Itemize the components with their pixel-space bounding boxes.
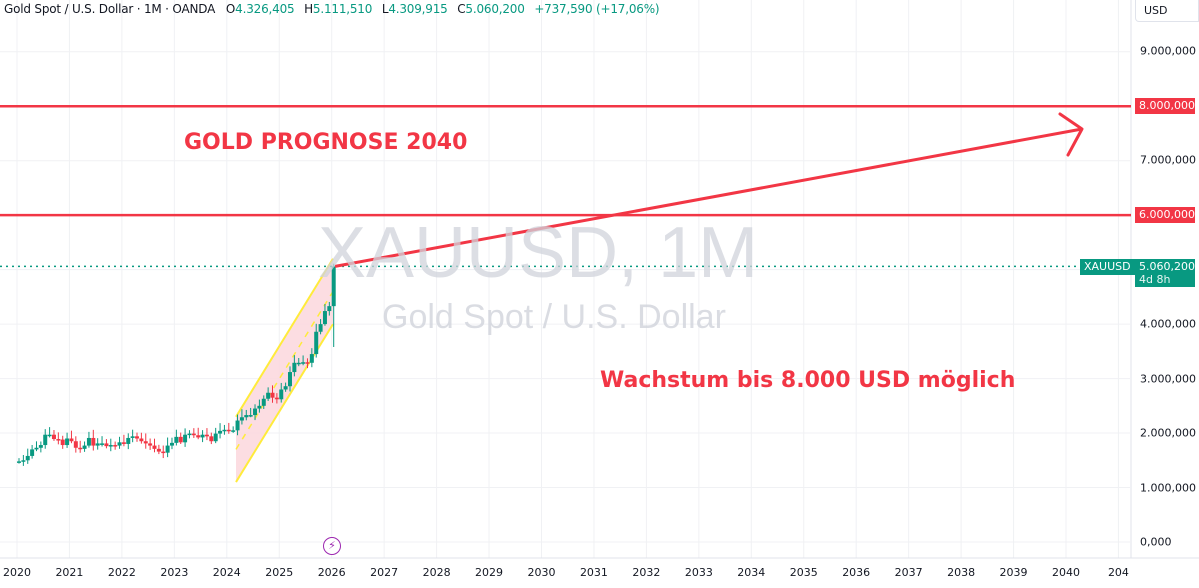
time-label: 204 (1107, 566, 1129, 579)
legend-close-label: C (457, 2, 466, 16)
time-label: 2039 (999, 566, 1028, 579)
price-label: 4.000,000 (1140, 317, 1196, 331)
price-label: 0,000 (1140, 535, 1172, 549)
candlestick-series (17, 263, 336, 466)
hline-tag-8000[interactable]: 8.000,000 (1135, 98, 1195, 114)
legend-change: +737,590 (+17,06%) (534, 2, 660, 16)
time-label: 2030 (527, 566, 556, 579)
legend-title[interactable]: Gold Spot / U.S. Dollar · 1M · OANDA (4, 2, 216, 16)
time-label: 2023 (160, 566, 189, 579)
current-price-tag: 5.060,200 4d 8h (1135, 259, 1195, 287)
time-label: 2040 (1052, 566, 1080, 579)
time-label: 2020 (3, 566, 31, 579)
hline-tag-6000[interactable]: 6.000,000 (1135, 207, 1195, 223)
legend-close-value: 5.060,200 (465, 2, 525, 16)
lightning-icon[interactable]: ⚡ (323, 537, 341, 555)
legend-low-value: 4.309,915 (388, 2, 448, 16)
watermark-description: Gold Spot / U.S. Dollar (382, 298, 726, 336)
time-label: 2028 (422, 566, 451, 579)
bar-countdown: 4d 8h (1139, 273, 1171, 286)
price-label: 3.000,000 (1140, 372, 1196, 386)
time-label: 2024 (212, 566, 241, 579)
time-label: 2038 (947, 566, 976, 579)
time-label: 2022 (107, 566, 136, 579)
legend-high-label: H (304, 2, 313, 16)
time-label: 2031 (579, 566, 608, 579)
time-label: 2025 (265, 566, 294, 579)
time-label: 2036 (842, 566, 871, 579)
time-label: 2035 (789, 566, 818, 579)
price-label: 1.000,000 (1140, 481, 1196, 495)
legend-open-label: O (225, 2, 236, 16)
price-label: 2.000,000 (1140, 426, 1196, 440)
current-price: 5.060,200 (1139, 260, 1195, 273)
time-label: 2029 (475, 566, 504, 579)
annotation-title[interactable]: GOLD PROGNOSE 2040 (184, 130, 468, 155)
legend-open-value: 4.326,405 (235, 2, 295, 16)
currency-button[interactable]: USD (1135, 0, 1199, 22)
symbol-legend: Gold Spot / U.S. Dollar · 1M · OANDA O4.… (4, 2, 665, 16)
price-label: 7.000,000 (1140, 153, 1196, 167)
price-label: 9.000,000 (1140, 44, 1196, 58)
time-label: 2027 (370, 566, 399, 579)
time-label: 2026 (317, 566, 346, 579)
symbol-line-tag: XAUUSD (1080, 259, 1135, 275)
drawings (0, 104, 1131, 268)
legend-high-value: 5.111,510 (312, 2, 373, 16)
time-label: 2037 (894, 566, 923, 579)
time-label: 2033 (684, 566, 713, 579)
time-label: 2021 (55, 566, 84, 579)
annotation-subtitle[interactable]: Wachstum bis 8.000 USD möglich (600, 368, 1016, 393)
watermark-symbol: XAUUSD, 1M (318, 213, 759, 293)
time-label: 2034 (737, 566, 766, 579)
time-label: 2032 (632, 566, 661, 579)
legend-low-label: L (381, 2, 389, 16)
